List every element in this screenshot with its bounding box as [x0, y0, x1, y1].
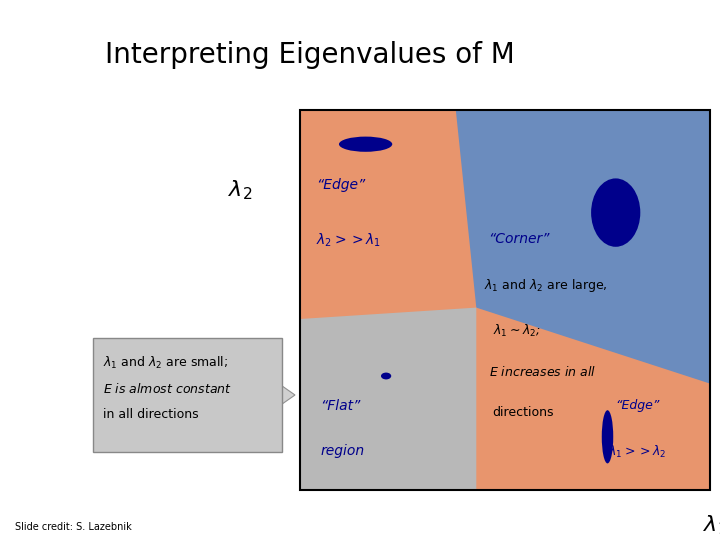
Text: “Edge”: “Edge”	[316, 178, 366, 192]
Ellipse shape	[591, 178, 640, 247]
Text: $\lambda_1$ and $\lambda_2$ are large,: $\lambda_1$ and $\lambda_2$ are large,	[485, 277, 608, 294]
Bar	[300, 110, 710, 490]
Polygon shape	[300, 110, 710, 490]
Text: in all directions: in all directions	[103, 408, 199, 421]
Ellipse shape	[339, 137, 392, 152]
Text: $E$ increases in all: $E$ increases in all	[489, 364, 596, 379]
Text: “Flat”: “Flat”	[320, 399, 361, 413]
Ellipse shape	[381, 373, 391, 380]
Text: $\lambda_1$ and $\lambda_2$ are small;: $\lambda_1$ and $\lambda_2$ are small;	[103, 355, 228, 371]
Text: Interpreting Eigenvalues of M: Interpreting Eigenvalues of M	[104, 41, 515, 69]
Text: directions: directions	[492, 407, 554, 420]
Text: $\lambda_1 >> \lambda_2$: $\lambda_1 >> \lambda_2$	[608, 444, 666, 461]
Polygon shape	[456, 110, 710, 383]
FancyArrow shape	[275, 381, 295, 409]
Text: Slide credit: S. Lazebnik: Slide credit: S. Lazebnik	[15, 522, 132, 532]
Text: “Edge”: “Edge”	[616, 399, 660, 412]
Text: $E$ is almost constant: $E$ is almost constant	[103, 382, 232, 396]
Text: $\lambda_2$: $\lambda_2$	[228, 178, 252, 202]
FancyBboxPatch shape	[93, 338, 282, 452]
Text: $\lambda_2 >> \lambda_1$: $\lambda_2 >> \lambda_1$	[316, 232, 382, 249]
Text: “Corner”: “Corner”	[489, 232, 550, 246]
Text: region: region	[320, 444, 364, 458]
Text: $\lambda_1 \sim \lambda_2$;: $\lambda_1 \sim \lambda_2$;	[492, 323, 541, 339]
Polygon shape	[300, 308, 477, 490]
Ellipse shape	[602, 410, 613, 463]
Text: $\lambda_1$: $\lambda_1$	[703, 513, 720, 537]
